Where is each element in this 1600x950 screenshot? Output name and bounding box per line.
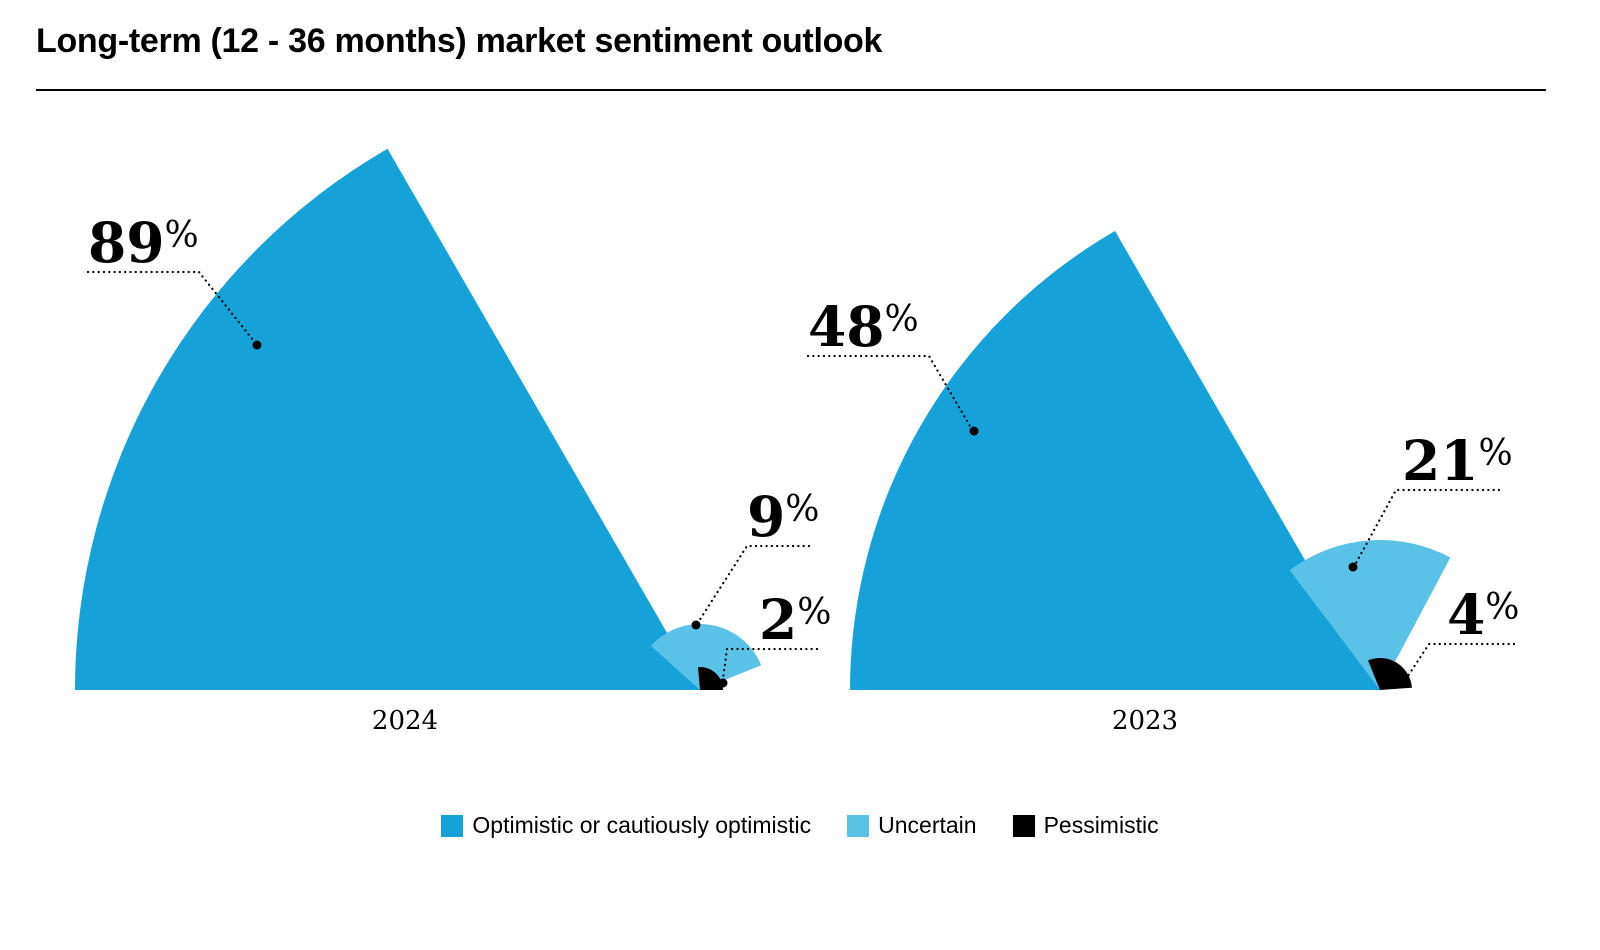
value-label-2024-uncertain: 9%	[747, 484, 820, 549]
value-label-2023-optimistic-or-cautiously-optimistic: 48%	[808, 294, 919, 359]
marker-dot-2024-optimistic-or-cautiously-optimistic	[252, 340, 262, 350]
chart-legend: Optimistic or cautiously optimistic Unce…	[0, 812, 1600, 839]
sector-2024-optimistic-or-cautiously-optimistic	[75, 148, 700, 691]
marker-dot-2024-uncertain	[691, 620, 701, 630]
value-label-2023-uncertain: 21%	[1402, 428, 1513, 493]
leader-line-2023-uncertain	[1354, 488, 1501, 565]
legend-item-uncertain: Uncertain	[847, 812, 977, 839]
leader-line-2024-optimistic-or-cautiously-optimistic	[86, 270, 255, 342]
leader-line-2023-optimistic-or-cautiously-optimistic	[806, 354, 972, 428]
sector-2024-pessimistic	[698, 667, 723, 690]
marker-dot-2023-uncertain	[1348, 562, 1358, 572]
legend-swatch-optimistic	[441, 814, 464, 837]
sector-2023-uncertain	[1289, 540, 1451, 690]
legend-label-optimistic: Optimistic or cautiously optimistic	[472, 812, 812, 838]
year-label-2024: 2024	[372, 706, 438, 736]
marker-dot-2024-pessimistic	[718, 678, 728, 688]
title-rule	[36, 89, 1546, 91]
marker-dot-2023-pessimistic	[1400, 678, 1410, 688]
sector-2023-optimistic-or-cautiously-optimistic	[850, 231, 1380, 690]
value-label-2024-pessimistic: 2%	[759, 587, 832, 652]
legend-label-uncertain: Uncertain	[878, 812, 977, 838]
legend-label-pessimistic: Pessimistic	[1043, 812, 1159, 838]
legend-swatch-uncertain	[847, 814, 870, 837]
legend-swatch-pessimistic	[1012, 814, 1035, 837]
year-label-2023: 2023	[1112, 706, 1178, 736]
legend-item-optimistic: Optimistic or cautiously optimistic	[441, 812, 811, 839]
sector-2024-uncertain	[650, 624, 762, 690]
leader-line-2024-uncertain	[697, 544, 811, 623]
leader-line-2024-pessimistic	[721, 647, 819, 681]
chart-title: Long-term (12 - 36 months) market sentim…	[36, 22, 883, 60]
legend-item-pessimistic: Pessimistic	[1012, 812, 1159, 839]
marker-dot-2023-optimistic-or-cautiously-optimistic	[969, 426, 979, 436]
value-label-2023-pessimistic: 4%	[1447, 582, 1520, 647]
leader-line-2023-pessimistic	[1404, 642, 1516, 681]
value-label-2024-optimistic-or-cautiously-optimistic: 89%	[88, 210, 199, 275]
